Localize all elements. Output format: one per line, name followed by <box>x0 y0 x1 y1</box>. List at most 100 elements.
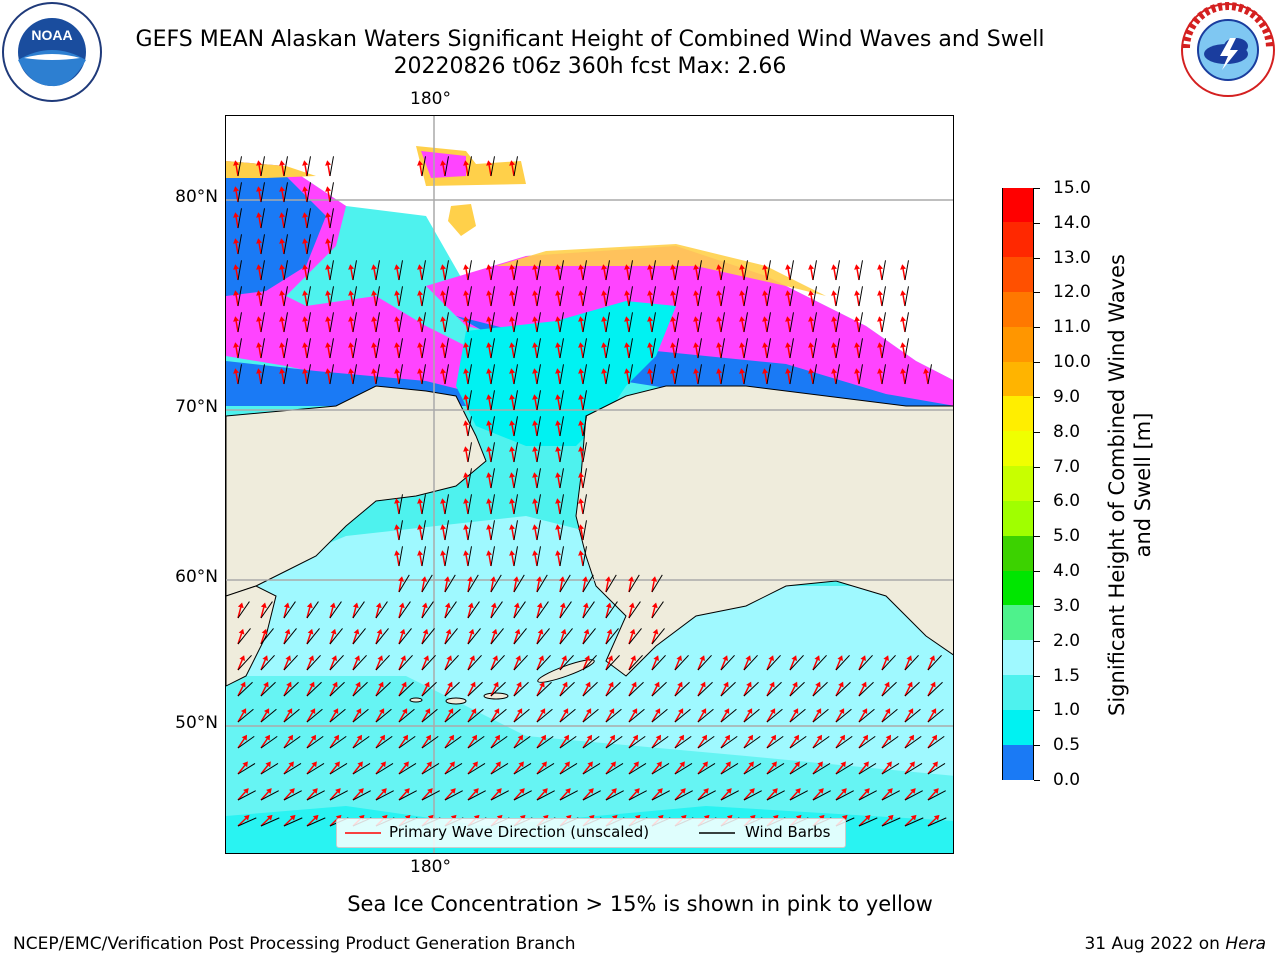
wind-barb <box>421 790 440 801</box>
wave-direction-arrow <box>396 295 400 307</box>
wave-direction-arrow <box>812 712 820 723</box>
wave-direction-arrowhead <box>243 788 249 794</box>
colorbar-tick-label: 9.0 <box>1053 386 1081 407</box>
colorbar-segment <box>1003 640 1033 676</box>
wave-direction-arrowhead <box>509 472 516 478</box>
wind-barb <box>720 286 725 307</box>
wave-direction-arrowhead <box>762 316 769 322</box>
wave-direction-arrow <box>743 712 751 723</box>
wave-direction-arrowhead <box>335 788 341 794</box>
wave-direction-arrowhead <box>701 734 708 741</box>
wave-direction-arrowhead <box>601 264 608 270</box>
wave-direction-arrow <box>465 477 469 489</box>
wave-direction-arrowhead <box>831 342 838 348</box>
wave-direction-arrow <box>718 295 722 307</box>
wave-direction-arrowhead <box>932 761 938 768</box>
wind-barb <box>904 790 923 801</box>
wave-direction-arrowhead <box>900 342 907 348</box>
wind-barb <box>421 763 440 775</box>
wave-direction-arrowhead <box>841 788 847 794</box>
wave-direction-arrow <box>605 764 614 775</box>
wind-barb <box>582 364 587 385</box>
wave-direction-arrowhead <box>739 368 746 374</box>
wave-direction-arrow <box>764 321 768 333</box>
wind-barb <box>674 790 693 801</box>
wind-barb <box>559 468 564 489</box>
wave-direction-arrowhead <box>516 708 523 715</box>
wave-direction-arrow <box>904 764 913 775</box>
wind-barb <box>582 546 587 567</box>
colorbar-label: Significant Height of Combined Wind Wave… <box>1105 254 1155 716</box>
legend-barb-swatch <box>699 832 735 834</box>
wave-direction-arrowhead <box>468 628 475 635</box>
wave-direction-arrowhead <box>444 576 451 582</box>
wave-direction-arrow <box>467 659 473 671</box>
colorbar-tick-mark <box>1034 501 1040 503</box>
wave-direction-arrowhead <box>930 708 937 715</box>
wave-direction-arrowhead <box>513 602 520 609</box>
wind-barb <box>375 338 380 359</box>
wind-barb <box>283 601 296 619</box>
wave-direction-arrow <box>534 295 538 307</box>
wave-direction-arrow <box>511 347 515 359</box>
wind-barb <box>467 735 485 749</box>
wave-direction-arrowhead <box>716 316 723 322</box>
wave-direction-arrow <box>511 165 515 177</box>
wave-direction-arrow <box>260 685 267 697</box>
wave-direction-arrow <box>718 321 722 333</box>
wind-barb <box>559 338 564 359</box>
wave-direction-arrowhead <box>647 316 654 322</box>
wave-direction-arrowhead <box>716 342 723 348</box>
wave-direction-arrowhead <box>242 761 248 768</box>
wave-direction-arrow <box>511 555 515 567</box>
wind-barb <box>490 494 495 515</box>
wave-direction-arrowhead <box>263 681 269 688</box>
wind-barb <box>789 790 808 801</box>
wind-barb <box>835 338 840 359</box>
wave-direction-arrow <box>375 738 383 749</box>
wave-direction-arrow <box>375 659 381 671</box>
colorbar-tick-label: 3.0 <box>1053 595 1081 616</box>
wind-barb <box>536 390 541 411</box>
wind-barb <box>904 708 921 723</box>
wave-direction-arrow <box>444 738 452 749</box>
wind-barb <box>467 681 483 697</box>
wave-direction-arrowhead <box>424 681 430 688</box>
wind-barb <box>605 286 610 307</box>
wave-direction-arrowhead <box>325 212 332 218</box>
wind-barb <box>260 628 274 645</box>
wave-direction-arrowhead <box>401 681 407 688</box>
wave-direction-arrowhead <box>831 368 838 374</box>
wind-barb <box>697 260 702 281</box>
wind-barb <box>444 286 449 307</box>
wave-direction-arrow <box>327 295 331 307</box>
wave-direction-arrow <box>352 685 359 697</box>
wave-direction-arrow <box>260 633 266 645</box>
wave-direction-arrowhead <box>417 160 424 166</box>
wave-direction-arrow <box>488 347 492 359</box>
wind-barb <box>651 654 666 671</box>
wave-direction-arrowhead <box>563 734 570 741</box>
wave-direction-arrow <box>258 321 262 333</box>
wave-direction-arrowhead <box>559 602 566 609</box>
wind-barb <box>881 286 886 307</box>
wave-direction-arrow <box>833 295 837 307</box>
wave-direction-arrowhead <box>285 655 291 661</box>
wind-barb <box>260 260 265 281</box>
wave-direction-arrowhead <box>239 655 245 661</box>
footer-credit: NCEP/EMC/Verification Post Processing Pr… <box>13 934 576 954</box>
wave-direction-arrow <box>695 321 699 333</box>
wave-direction-arrowhead <box>700 681 706 688</box>
wave-direction-arrowhead <box>539 708 546 715</box>
wave-direction-arrowhead <box>307 628 314 635</box>
wave-direction-arrowhead <box>486 264 493 270</box>
wave-direction-arrowhead <box>578 550 585 556</box>
wave-direction-arrowhead <box>240 681 246 688</box>
wave-direction-arrow <box>651 581 655 593</box>
wave-direction-arrowhead <box>417 316 424 322</box>
wave-direction-arrow <box>651 738 659 749</box>
wave-direction-arrowhead <box>264 734 271 741</box>
colorbar-tick-mark <box>1034 431 1040 433</box>
wave-direction-arrow <box>511 477 515 489</box>
wave-direction-arrowhead <box>578 342 585 348</box>
